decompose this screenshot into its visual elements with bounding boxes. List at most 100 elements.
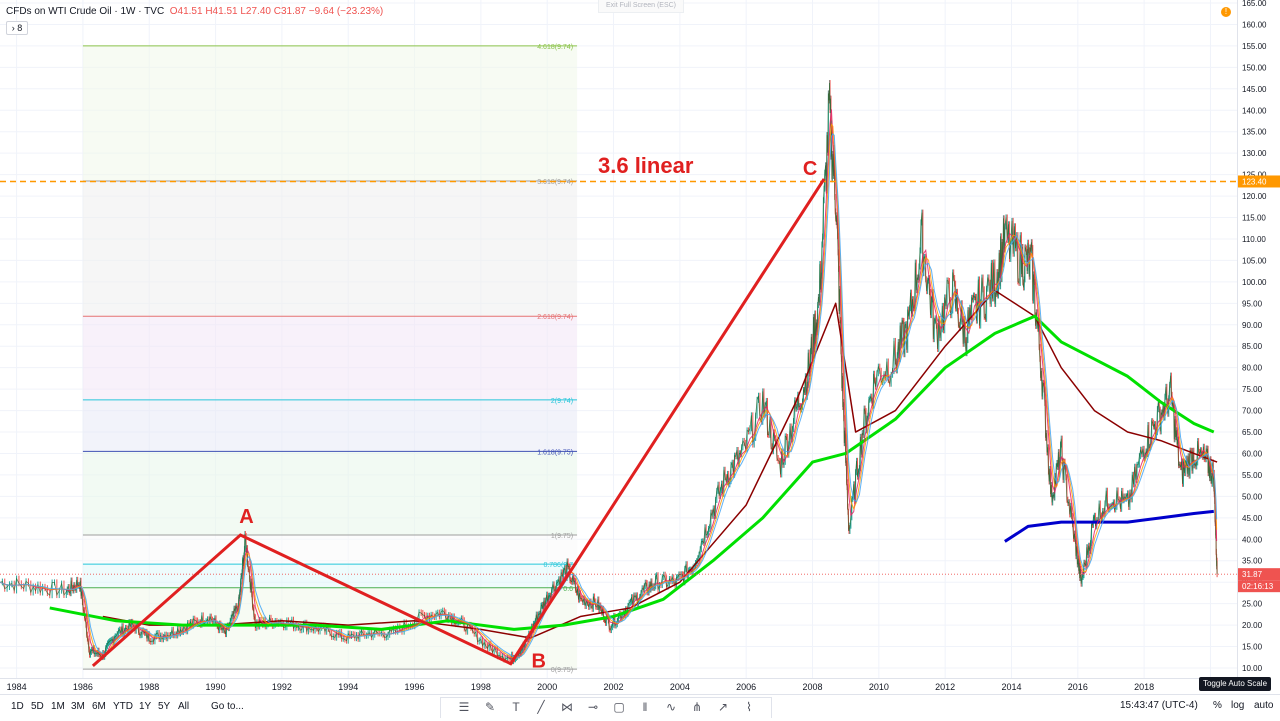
pattern-tool-icon[interactable]: ⋈: [561, 700, 573, 714]
price-tick: 135.00: [1242, 128, 1267, 137]
chart-canvas[interactable]: 4.618(9.74) 3.618(9.74) 2.618(9.74) 2(9.74)…: [0, 0, 1237, 678]
fib-level-label: 2.618(9.74): [537, 314, 573, 321]
orange-price-tag: [1238, 175, 1280, 188]
fib-zone: [82, 451, 578, 535]
time-tick: 2016: [1068, 682, 1088, 692]
fib-zone: [82, 316, 578, 400]
price-tick: 70.00: [1242, 407, 1263, 416]
price-tick: 155.00: [1242, 42, 1267, 51]
high-value: H41.51: [205, 6, 238, 17]
highlighter-tool-icon[interactable]: ⌇: [746, 700, 752, 714]
auto-scale-button[interactable]: auto: [1254, 700, 1274, 711]
percent-scale-button[interactable]: %: [1213, 700, 1222, 711]
time-tick: 2018: [1134, 682, 1154, 692]
goto-button[interactable]: Go to...: [211, 701, 244, 712]
moving-averages: [0, 109, 1218, 659]
moving-average-fast: [0, 123, 1218, 659]
price-chart[interactable]: 4.618(9.74) 3.618(9.74) 2.618(9.74) 2(9.74)…: [0, 0, 1237, 678]
range-button-5d[interactable]: 5D: [31, 701, 44, 712]
price-tick: 110.00: [1242, 235, 1266, 244]
linear-annotation-text: 3.6 linear: [598, 153, 694, 178]
range-button-1y[interactable]: 1Y: [139, 701, 152, 712]
price-tick: 115.00: [1242, 214, 1266, 223]
time-tick: 2004: [670, 682, 690, 692]
time-tick: 2010: [869, 682, 889, 692]
time-axis[interactable]: 1984 1986 1988 1990 1992 1994 1996 1998 2000 2002…: [0, 678, 1237, 695]
time-tick: 1998: [471, 682, 491, 692]
brush-tool-icon[interactable]: ✎: [484, 700, 496, 714]
range-button-6m[interactable]: 6M: [92, 701, 106, 712]
low-value: L27.40: [240, 6, 271, 17]
drawing-toolbar: [440, 697, 772, 718]
price-tick: 125.00: [1242, 171, 1267, 180]
clock-timezone[interactable]: 15:43:47 (UTC-4): [1120, 700, 1198, 711]
time-tick: 1992: [272, 682, 292, 692]
time-tick: 2006: [736, 682, 756, 692]
price-tick: 95.00: [1242, 299, 1263, 308]
indicator-count: 8: [17, 23, 23, 33]
range-button-ytd[interactable]: YTD: [113, 701, 133, 712]
time-tick: 2012: [935, 682, 955, 692]
open-value: O41.51: [169, 6, 203, 17]
abc-pattern-line: [91, 178, 826, 667]
fib-extension-tool: 4.618(9.74) 3.618(9.74) 2.618(9.74) 2(9.74)…: [82, 44, 578, 674]
range-button-1m[interactable]: 1M: [51, 701, 65, 712]
price-tick: 145.00: [1242, 85, 1267, 94]
price-tick: 130.00: [1242, 149, 1267, 158]
range-button-5y[interactable]: 5Y: [158, 701, 171, 712]
arc-tool-icon[interactable]: ↗: [717, 700, 729, 714]
fib-zone: [82, 399, 578, 452]
moving-average-green: [49, 314, 1215, 631]
text-tool-icon[interactable]: T: [512, 700, 520, 714]
range-button-all[interactable]: All: [178, 701, 190, 712]
range-button-1d[interactable]: 1D: [11, 701, 24, 712]
point-c-label: C: [803, 158, 817, 180]
price-tick: 65.00: [1242, 428, 1263, 437]
trendline-tool-icon[interactable]: ╱: [537, 700, 545, 714]
fib-tool-icon[interactable]: ☰: [458, 700, 470, 714]
symbol-title[interactable]: CFDs on WTI Crude Oil · 1W · TVC: [6, 6, 165, 17]
moving-average-fast: [0, 109, 1218, 659]
price-tick: 50.00: [1242, 492, 1263, 501]
alert-icon[interactable]: !: [1221, 7, 1231, 17]
pitchfork-tool-icon[interactable]: ⋔: [691, 700, 703, 714]
countdown-tag: [1238, 580, 1280, 593]
auto-scale-tooltip: Toggle Auto Scale: [1199, 677, 1271, 691]
point-a-label: A: [239, 506, 253, 528]
fib-level-label: 1.618(9.75): [537, 449, 573, 456]
change-value: −9.64 (−23.23%): [308, 6, 384, 17]
fib-zone: [82, 535, 578, 565]
price-tick: 90.00: [1242, 321, 1263, 330]
time-tick: 1994: [338, 682, 358, 692]
moving-average-fast: [0, 133, 1218, 659]
price-tick: 10.00: [1242, 664, 1263, 673]
price-tick: 40.00: [1242, 535, 1263, 544]
price-tick: 100.00: [1242, 278, 1267, 287]
price-tick: 120.00: [1242, 192, 1267, 201]
fib-zone: [82, 181, 578, 317]
exit-fullscreen-button[interactable]: Exit Full Screen (ESC): [598, 0, 684, 13]
price-axis[interactable]: 165.00 160.00 155.00 150.00 145.00 140.00 135.…: [1237, 0, 1280, 678]
price-tick: 105.00: [1242, 256, 1267, 265]
ray-tool-icon[interactable]: ⊸: [587, 700, 599, 714]
price-tick: 160.00: [1242, 20, 1267, 29]
bars-pattern-icon[interactable]: ‖: [642, 700, 648, 714]
last-price-label: 31.87: [1242, 570, 1263, 579]
price-tick: 80.00: [1242, 364, 1263, 373]
time-tick: 2008: [802, 682, 822, 692]
price-tick: 20.00: [1242, 621, 1263, 630]
fib-level-label: 0.6: [563, 586, 573, 593]
rectangle-tool-icon[interactable]: ▢: [613, 700, 625, 714]
price-tick: 150.00: [1242, 63, 1267, 72]
range-button-3m[interactable]: 3M: [71, 701, 85, 712]
indicators-collapse-button[interactable]: › 8: [6, 21, 28, 35]
curve-tool-icon[interactable]: ∿: [665, 700, 677, 714]
countdown-label: 02:16:13: [1242, 582, 1274, 591]
time-tick: 1996: [405, 682, 425, 692]
log-scale-button[interactable]: log: [1231, 700, 1245, 711]
moving-average-darkred: [102, 289, 1218, 639]
fib-zone: [82, 564, 578, 588]
time-tick: 2002: [604, 682, 624, 692]
fib-level-label: 4.618(9.74): [537, 44, 573, 51]
price-tick: 45.00: [1242, 514, 1263, 523]
